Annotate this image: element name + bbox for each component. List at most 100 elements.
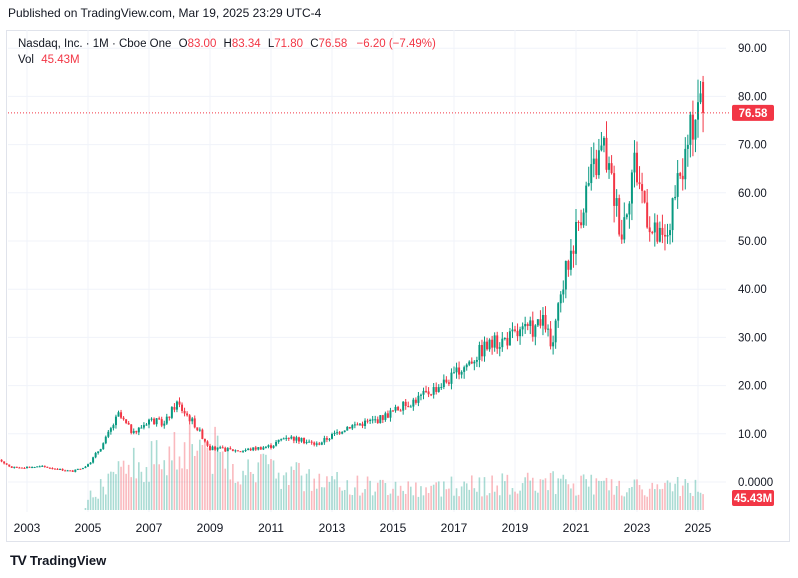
volume-bar	[636, 479, 638, 510]
candle-body	[597, 150, 600, 176]
y-tick-label: 10.00	[738, 429, 767, 441]
candle-body	[506, 337, 509, 346]
volume-bar	[176, 469, 178, 510]
candle-body	[89, 462, 92, 465]
volume-bar	[409, 486, 412, 510]
candle-body	[564, 260, 567, 290]
candle-body	[676, 173, 679, 197]
high-label: H	[223, 38, 232, 50]
volume-bar	[463, 481, 465, 510]
volume-bar	[326, 476, 328, 510]
volume-bar	[559, 478, 562, 510]
volume-bar	[534, 490, 537, 510]
volume-bar	[577, 494, 580, 510]
volume-bar	[595, 478, 598, 510]
candle-body	[529, 320, 532, 327]
candle-body	[226, 448, 229, 452]
candle-body	[130, 424, 133, 433]
candle-body	[450, 372, 453, 384]
candle-body	[308, 441, 311, 443]
volume-bar	[229, 479, 232, 510]
volume-bar	[145, 467, 148, 510]
candle-body	[605, 137, 608, 170]
candle-body	[193, 418, 196, 428]
tradingview-brand[interactable]: TV TradingView	[10, 552, 106, 568]
volume-bar	[633, 479, 636, 510]
volume-bar	[592, 494, 595, 510]
candle-body	[275, 441, 278, 446]
high-value: 83.34	[231, 38, 261, 50]
volume-bar	[404, 493, 407, 510]
volume-bar	[117, 461, 120, 510]
symbol-title[interactable]: Nasdaq, Inc. · 1M · Cboe One	[18, 38, 172, 50]
candle-body	[511, 329, 514, 332]
volume-bar	[191, 444, 194, 510]
candle-body	[252, 447, 255, 451]
candle-body	[521, 326, 524, 330]
volume-bar	[125, 473, 127, 510]
candle-body	[582, 212, 585, 226]
volume-bar	[364, 489, 366, 510]
candle-body	[26, 466, 28, 468]
candle-body	[630, 172, 633, 204]
candle-body	[425, 390, 428, 392]
candle-body	[353, 424, 356, 426]
candle-body	[43, 465, 46, 467]
candle-body	[221, 447, 224, 449]
candle-body	[567, 260, 570, 270]
volume-bar	[399, 485, 402, 510]
volume-bar	[178, 456, 181, 510]
volume-bar	[544, 478, 547, 510]
chart-frame[interactable]	[6, 30, 790, 542]
volume-bar	[669, 482, 671, 510]
candle-body	[125, 419, 128, 423]
volume-bar	[267, 464, 270, 510]
candle-body	[503, 337, 506, 339]
candle-body	[132, 431, 135, 433]
candle-body	[666, 235, 669, 237]
x-tick-label: 2003	[14, 521, 41, 535]
candle-body	[488, 339, 491, 350]
x-tick-label: 2007	[136, 521, 163, 535]
volume-bar	[572, 483, 575, 510]
volume-bar	[112, 471, 115, 510]
volume-bar	[92, 497, 94, 510]
candle-body	[231, 449, 234, 451]
candle-body	[437, 387, 440, 392]
published-text: Published on TradingView.com, Mar 19, 20…	[8, 6, 322, 20]
legend-ohlc-row: Nasdaq, Inc. · 1M · Cboe One O83.00 H83.…	[18, 36, 436, 52]
candle-body	[369, 419, 372, 421]
volume-bar	[486, 495, 488, 510]
candle-body	[280, 439, 283, 441]
volume-bar	[425, 487, 427, 510]
volume-bar	[531, 477, 534, 510]
y-tick-label: 0.0000	[738, 477, 773, 489]
candle-body	[646, 202, 649, 228]
volume-bar	[102, 486, 105, 510]
candle-body	[33, 467, 36, 469]
volume-bar	[140, 471, 143, 510]
volume-bar	[524, 477, 526, 510]
volume-bar	[323, 487, 326, 510]
volume-bar	[547, 490, 549, 510]
volume-bar	[674, 483, 676, 510]
candle-body	[643, 190, 646, 203]
volume-bar	[122, 460, 125, 510]
volume-bar	[120, 466, 122, 510]
volume-bar	[331, 476, 333, 510]
candle-body	[386, 413, 389, 418]
candle-body	[262, 447, 265, 450]
volume-bar	[664, 482, 666, 510]
candle-body	[364, 420, 367, 426]
candle-body	[219, 447, 222, 449]
volume-bar	[181, 468, 183, 510]
candle-body	[557, 303, 560, 321]
volume-bar	[684, 479, 687, 510]
candle-body	[371, 419, 374, 421]
volume-bar	[702, 494, 704, 510]
candle-body	[478, 345, 481, 360]
grid-lines	[8, 30, 726, 512]
volume-bar	[422, 495, 425, 510]
volume-badge	[732, 490, 774, 506]
